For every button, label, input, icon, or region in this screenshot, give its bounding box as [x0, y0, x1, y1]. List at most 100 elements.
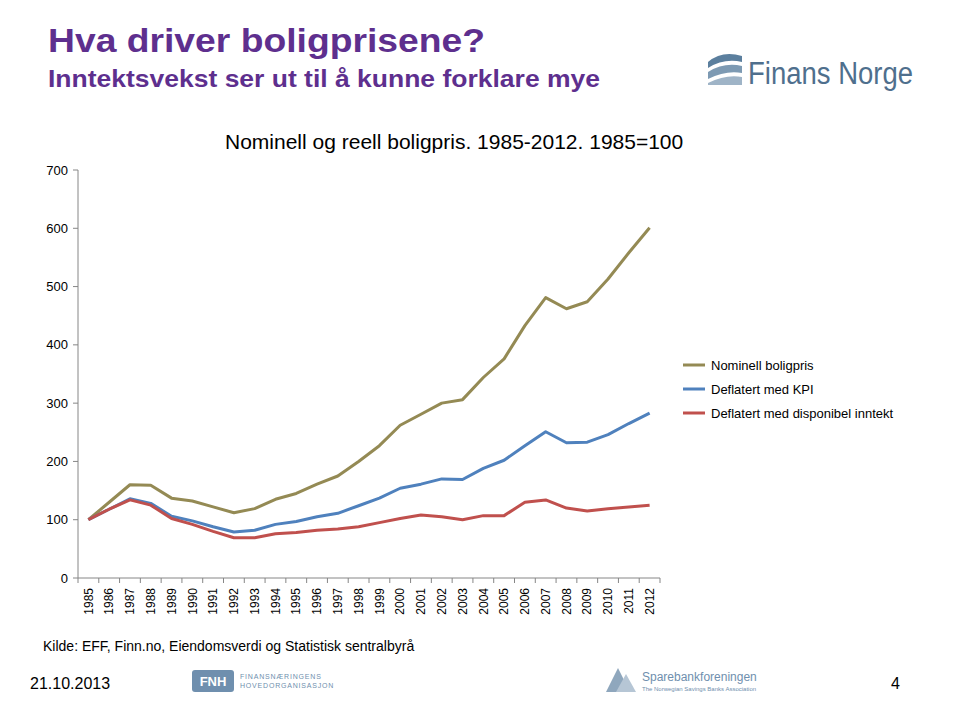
logo-text: FNH	[200, 674, 227, 689]
x-tick	[389, 578, 390, 583]
x-tick	[660, 578, 661, 583]
x-tick	[140, 578, 141, 583]
x-tick	[618, 578, 619, 583]
x-tick	[597, 578, 598, 583]
y-tick	[73, 403, 78, 404]
x-tick-label: 1987	[123, 588, 137, 615]
x-tick	[78, 578, 79, 583]
series-line	[88, 228, 649, 520]
y-tick-label: 600	[46, 221, 68, 236]
x-tick-label: 2001	[414, 588, 428, 615]
x-tick	[306, 578, 307, 583]
y-tick-label: 500	[46, 279, 68, 294]
x-tick	[472, 578, 473, 583]
x-tick	[576, 578, 577, 583]
legend-label: Deflatert med KPI	[711, 382, 814, 397]
y-tick-label: 200	[46, 454, 68, 469]
sparebank-logo: Sparebankforeningen The Norwegian Savings…	[606, 668, 757, 692]
x-tick-label: 2004	[477, 588, 491, 615]
x-tick	[639, 578, 640, 583]
x-tick	[98, 578, 99, 583]
legend-label: Nominell boligpris	[711, 358, 814, 373]
logo-text: The Norwegian Savings Banks Association	[642, 686, 756, 692]
legend-swatch	[683, 388, 705, 391]
x-tick-label: 1998	[352, 588, 366, 615]
x-tick-label: 2006	[518, 588, 532, 615]
logo-box	[192, 670, 234, 692]
logo-shape	[616, 674, 636, 692]
x-tick	[223, 578, 224, 583]
series-line	[88, 413, 649, 532]
x-tick	[285, 578, 286, 583]
x-tick-label: 1999	[373, 588, 387, 615]
logo-text: FINANSNÆRINGENS	[240, 673, 322, 680]
x-tick	[119, 578, 120, 583]
logo-text: HOVEDORGANISASJON	[240, 682, 334, 689]
x-tick	[493, 578, 494, 583]
x-tick	[327, 578, 328, 583]
x-tick-label: 1991	[206, 588, 220, 615]
page-number: 4	[891, 675, 900, 692]
legend-label: Deflatert med disponibel inntekt	[711, 406, 893, 421]
finans-norge-logo: Finans Norge	[708, 54, 913, 91]
y-tick	[73, 578, 78, 579]
x-tick-label: 1990	[186, 588, 200, 615]
x-tick	[410, 578, 411, 583]
y-tick	[73, 519, 78, 520]
x-tick	[202, 578, 203, 583]
x-tick	[244, 578, 245, 583]
legend-swatch	[683, 412, 705, 415]
x-tick	[452, 578, 453, 583]
y-axis: 0 100 200 300 400 500 600 700	[46, 163, 78, 586]
x-tick-label: 2003	[456, 588, 470, 615]
x-tick-label: 2005	[497, 588, 511, 615]
x-tick-label: 2009	[580, 588, 594, 615]
x-tick	[556, 578, 557, 583]
series-lines	[88, 228, 649, 538]
x-tick	[535, 578, 536, 583]
logo-shape	[708, 76, 742, 85]
y-tick-label: 0	[61, 571, 68, 586]
x-tick-label: 2010	[601, 588, 615, 615]
chart-title: Nominell og reell boligpris. 1985-2012. …	[225, 130, 683, 153]
slide-subtitle: Inntektsvekst ser ut til å kunne forklar…	[48, 65, 600, 92]
x-axis: 1985198619871988198919901991199219931994…	[78, 578, 660, 615]
y-axis-line	[78, 170, 79, 578]
x-tick	[514, 578, 515, 583]
x-tick	[369, 578, 370, 583]
x-tick-label: 2002	[435, 588, 449, 615]
x-tick-label: 1996	[310, 588, 324, 615]
slide-title: Hva driver boligprisene?	[48, 21, 485, 59]
logo-text: Sparebankforeningen	[642, 670, 757, 684]
y-tick-label: 700	[46, 163, 68, 178]
x-tick-label: 2008	[560, 588, 574, 615]
x-tick-label: 1994	[269, 588, 283, 615]
y-tick-label: 100	[46, 512, 68, 527]
series-line	[88, 500, 649, 538]
legend: Nominell boligpris Deflatert med KPI Defla…	[683, 358, 893, 421]
y-tick	[73, 286, 78, 287]
source: Kilde: EFF, Finn.no, Eiendomsverdi og St…	[43, 638, 414, 654]
x-tick-label: 1989	[165, 588, 179, 615]
y-tick	[73, 228, 78, 229]
logo-text: Finans Norge	[748, 56, 913, 91]
fnh-logo: FNH FINANSNÆRINGENS HOVEDORGANISASJON	[192, 670, 334, 692]
x-tick	[265, 578, 266, 583]
x-tick	[181, 578, 182, 583]
slide: Hva driver boligprisene? Inntektsvekst se…	[0, 0, 960, 720]
y-tick	[73, 170, 78, 171]
x-tick-label: 1986	[102, 588, 116, 615]
x-tick-label: 2000	[393, 588, 407, 615]
y-tick-label: 400	[46, 337, 68, 352]
x-tick-label: 1985	[82, 588, 96, 615]
y-tick	[73, 461, 78, 462]
x-tick-label: 2012	[643, 588, 657, 615]
date: 21.10.2013	[30, 675, 110, 692]
x-tick	[431, 578, 432, 583]
x-tick-label: 2011	[622, 588, 636, 614]
x-tick-label: 1988	[144, 588, 158, 615]
x-tick-label: 1993	[248, 588, 262, 615]
y-tick-label: 300	[46, 396, 68, 411]
x-tick	[348, 578, 349, 583]
x-tick	[161, 578, 162, 583]
